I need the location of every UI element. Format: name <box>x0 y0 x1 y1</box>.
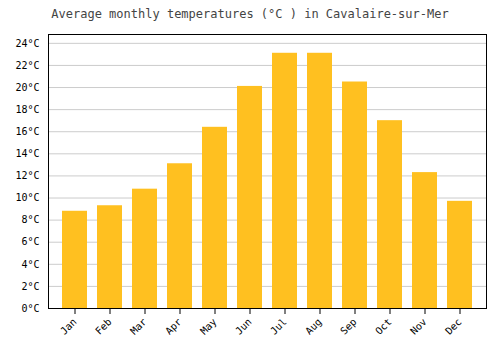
svg-text:12°C: 12°C <box>15 170 39 181</box>
svg-text:Apr: Apr <box>163 316 184 337</box>
svg-text:8°C: 8°C <box>21 214 39 225</box>
svg-text:May: May <box>198 316 219 337</box>
svg-text:Nov: Nov <box>408 316 429 337</box>
svg-text:6°C: 6°C <box>21 236 39 247</box>
svg-text:Aug: Aug <box>303 316 324 337</box>
svg-text:Feb: Feb <box>93 316 114 337</box>
svg-text:Jan: Jan <box>58 316 79 337</box>
svg-text:Oct: Oct <box>373 316 394 337</box>
svg-text:4°C: 4°C <box>21 259 39 270</box>
svg-text:Jul: Jul <box>268 316 289 337</box>
svg-text:Jun: Jun <box>233 316 254 337</box>
svg-text:18°C: 18°C <box>15 104 39 115</box>
svg-text:14°C: 14°C <box>15 148 39 159</box>
svg-text:10°C: 10°C <box>15 192 39 203</box>
svg-text:0°C: 0°C <box>21 303 39 314</box>
svg-text:Dec: Dec <box>443 316 464 337</box>
svg-text:22°C: 22°C <box>15 60 39 71</box>
svg-text:20°C: 20°C <box>15 82 39 93</box>
html-text:Average monthly temperatures (: Average monthly temperatures (°C ) in Ca… <box>51 7 449 21</box>
svg-text:Mar: Mar <box>128 316 149 337</box>
svg-text:24°C: 24°C <box>15 38 39 49</box>
svg-text:Sep: Sep <box>338 316 359 337</box>
svg-text:2°C: 2°C <box>21 281 39 292</box>
svg-text:16°C: 16°C <box>15 126 39 137</box>
